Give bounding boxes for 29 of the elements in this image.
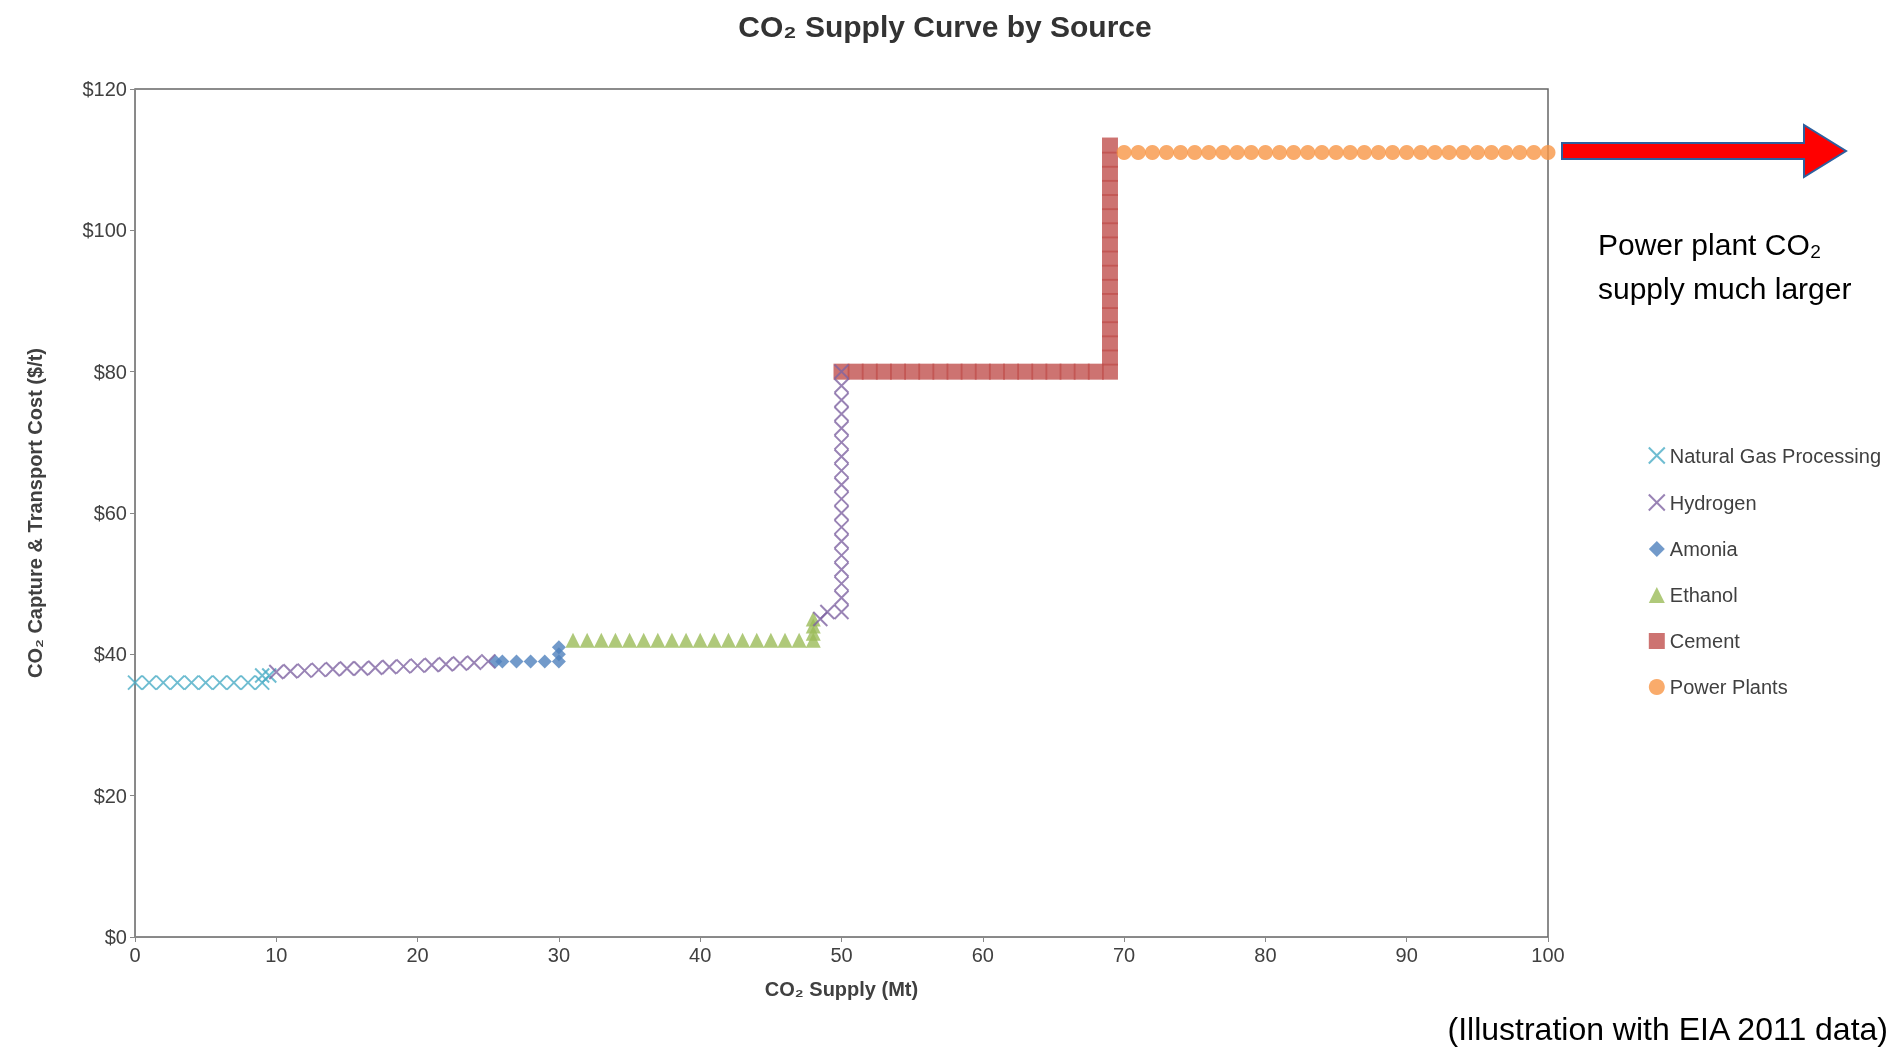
x-tick-label: 30 <box>547 944 571 966</box>
x-tick-label: 70 <box>1112 944 1136 966</box>
x-tick-label: 0 <box>129 944 141 966</box>
y-tick-label: $0 <box>104 926 127 948</box>
y-tick-label: $120 <box>82 78 127 100</box>
y-axis-title: CO₂ Capture & Transport Cost ($/t) <box>24 347 46 679</box>
text: (Illustration with EIA 2011 data) <box>1447 1011 1888 1048</box>
annotation: Power plant CO₂ supply much larger <box>1598 226 1853 307</box>
y-tick-label: $40 <box>93 643 127 666</box>
legend-label: Amonia <box>1669 538 1739 560</box>
legend-label: Cement <box>1669 630 1741 652</box>
y-tick-label: $80 <box>93 360 127 383</box>
x-axis-title: CO₂ Supply (Mt) <box>764 978 919 1000</box>
x-tick-label: 100 <box>1531 944 1565 966</box>
legend-label: Natural Gas Processing <box>1669 444 1881 467</box>
x-tick-label: 40 <box>689 944 712 966</box>
x-tick-label: 10 <box>265 944 288 966</box>
chart-title: CO₂ Supply Curve by Source <box>738 9 1152 43</box>
y-tick-label: $20 <box>93 784 127 807</box>
x-tick-label: 50 <box>830 944 853 966</box>
x-tick-label: 60 <box>971 944 994 966</box>
x-tick-label: 20 <box>406 944 429 966</box>
x-tick-label: 80 <box>1254 944 1277 966</box>
legend-label: Power Plants <box>1669 676 1788 698</box>
y-tick-label: $60 <box>93 502 127 524</box>
legend-label: Hydrogen <box>1669 491 1757 514</box>
y-tick-label: $100 <box>82 219 127 242</box>
x-tick-label: 90 <box>1395 944 1418 966</box>
legend-label: Ethanol <box>1669 584 1738 606</box>
